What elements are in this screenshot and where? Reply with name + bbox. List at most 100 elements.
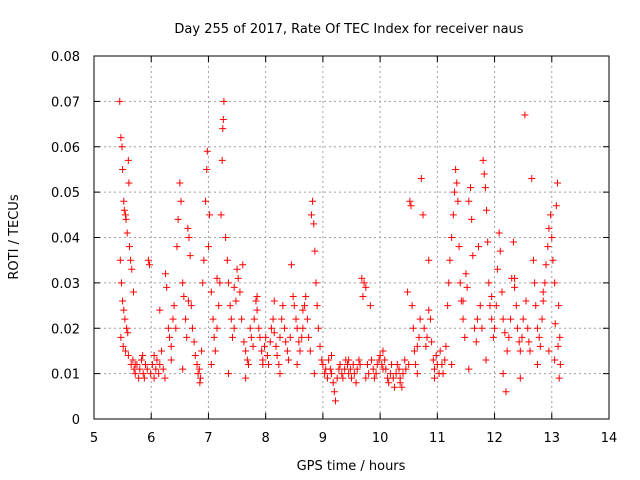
data-point [488,315,496,323]
data-point [479,156,487,164]
data-point [218,156,226,164]
data-point [430,374,438,382]
data-point [314,324,322,332]
data-point [329,379,337,387]
data-point [461,333,469,341]
data-point [195,365,203,373]
data-point [541,279,549,287]
data-point [475,243,483,251]
data-point [174,215,182,223]
y-tick-label: 0.08 [51,50,80,65]
y-tick-labels: 0 0.01 0.02 0.03 0.04 0.05 0.06 0.07 0.08 [51,50,80,428]
data-point [276,370,284,378]
data-point [529,256,537,264]
data-point [233,265,241,273]
data-point [290,302,298,310]
data-point [453,179,461,187]
data-point [299,324,307,332]
data-point [533,324,541,332]
data-point [170,302,178,310]
data-point [305,333,313,341]
data-point [196,374,204,382]
data-point [478,324,486,332]
data-point [203,165,211,173]
data-point [442,342,450,350]
data-point [253,306,261,314]
x-tick-label: 8 [262,431,270,446]
data-point [412,361,420,369]
data-point [267,324,275,332]
data-point [164,324,172,332]
data-point [505,333,513,341]
data-point [219,125,227,133]
data-point [511,283,519,291]
data-point [213,274,221,282]
data-point [187,302,195,310]
data-point [365,370,373,378]
data-point [385,379,393,387]
data-point [390,383,398,391]
data-point [302,292,310,300]
data-point [486,302,494,310]
x-tick-label: 10 [372,431,389,446]
data-point [436,347,444,355]
data-point [156,306,164,314]
data-point [551,320,559,328]
data-point [399,370,407,378]
data-point [483,206,491,214]
data-point [454,197,462,205]
data-point [131,370,139,378]
data-point [499,315,507,323]
data-point [242,347,250,355]
data-point [554,179,561,187]
data-point [140,374,148,382]
data-point [232,297,240,305]
data-point [236,288,244,296]
data-point [330,388,338,396]
data-point [513,324,521,332]
data-point [238,315,246,323]
data-point [542,261,550,269]
data-point [139,370,147,378]
data-point [124,329,132,337]
data-point [448,361,456,369]
data-point [128,265,136,273]
data-point [116,97,124,105]
data-point [325,356,333,364]
data-point [306,347,314,355]
data-point [147,370,155,378]
data-point [119,342,127,350]
data-point [482,356,490,364]
data-point [124,156,132,164]
data-point [198,347,206,355]
data-point [511,274,519,282]
data-point [177,197,185,205]
data-point [207,361,215,369]
data-point [463,283,471,291]
data-point [481,184,489,192]
data-point [129,356,137,364]
data-point [270,329,278,337]
data-point [185,234,193,241]
data-point [191,351,199,359]
data-point [240,338,248,346]
data-point [186,252,194,260]
data-point [142,361,149,369]
data-point [176,179,184,187]
data-point [169,315,177,323]
data-point [252,297,260,305]
data-point [346,365,354,373]
data-point [295,338,303,346]
data-point [516,347,524,355]
data-point [216,279,224,287]
data-point [526,347,534,355]
data-point [202,197,210,205]
data-point [336,361,344,369]
data-point [292,315,300,323]
data-point [519,315,527,323]
data-point [446,256,454,264]
data-point [310,370,318,378]
data-point [532,302,540,310]
chart-title: Day 255 of 2017, Rate Of TEC Index for r… [174,22,523,37]
